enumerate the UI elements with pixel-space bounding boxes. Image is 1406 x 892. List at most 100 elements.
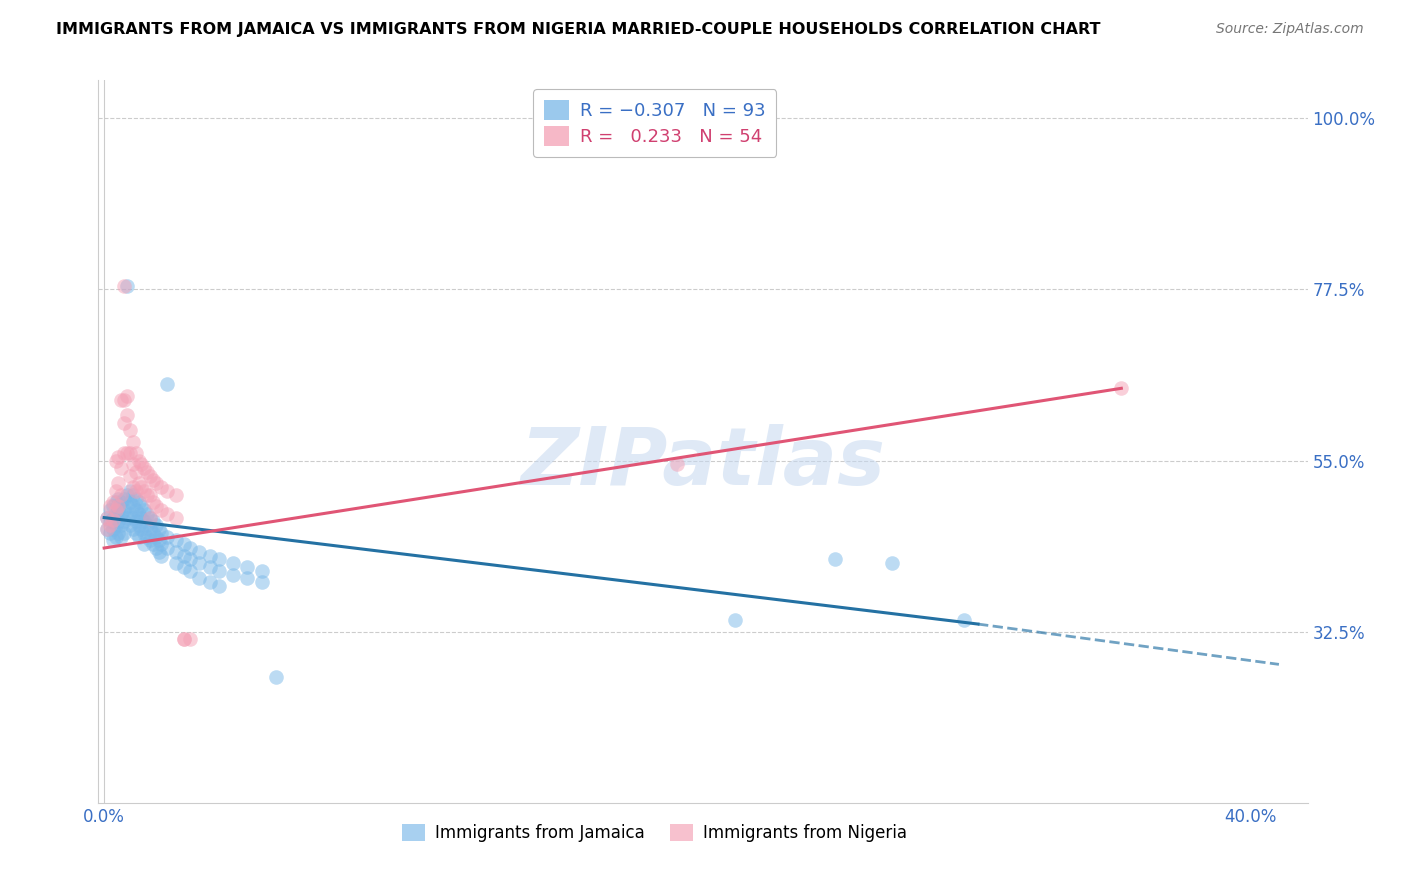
Point (118, 446, 141, 460)
Point (112, 491, 135, 506)
Point (723, 613, 745, 627)
Point (179, 564, 201, 578)
Point (139, 510, 162, 524)
Point (264, 670, 287, 684)
Text: ZIPatlas: ZIPatlas (520, 425, 886, 502)
Point (173, 537, 195, 551)
Point (165, 488, 187, 502)
Point (96, 522, 118, 536)
Point (115, 408, 138, 422)
Point (110, 392, 132, 407)
Point (131, 458, 153, 472)
Point (142, 495, 165, 509)
Point (179, 632, 201, 647)
Point (101, 499, 124, 513)
Point (118, 495, 141, 509)
Point (115, 488, 138, 502)
Point (110, 518, 132, 533)
Point (165, 510, 187, 524)
Point (107, 499, 129, 513)
Point (156, 541, 179, 555)
Point (101, 495, 124, 509)
Point (118, 468, 141, 483)
Point (121, 458, 143, 472)
Point (101, 533, 124, 548)
Point (118, 507, 141, 521)
Point (136, 530, 159, 544)
Point (165, 545, 187, 559)
Point (134, 483, 156, 498)
Point (139, 510, 162, 524)
Point (134, 525, 156, 540)
Point (148, 545, 170, 559)
Point (236, 571, 259, 585)
Point (121, 522, 143, 536)
Point (128, 476, 150, 491)
Point (150, 480, 173, 494)
Point (139, 488, 162, 502)
Point (118, 518, 141, 533)
Point (666, 458, 689, 472)
Point (250, 575, 273, 590)
Point (145, 530, 167, 544)
Point (134, 503, 156, 517)
Point (173, 632, 195, 647)
Point (110, 530, 132, 544)
Text: IMMIGRANTS FROM JAMAICA VS IMMIGRANTS FROM NIGERIA MARRIED-COUPLE HOUSEHOLDS COR: IMMIGRANTS FROM JAMAICA VS IMMIGRANTS FR… (56, 22, 1101, 37)
Point (115, 389, 138, 403)
Point (96, 522, 118, 536)
Point (156, 530, 179, 544)
Point (104, 507, 127, 521)
Point (107, 450, 129, 464)
Point (128, 495, 150, 509)
Point (118, 423, 141, 437)
Point (187, 545, 209, 559)
Point (110, 461, 132, 475)
Point (128, 507, 150, 521)
Point (101, 510, 124, 524)
Point (139, 468, 162, 483)
Point (179, 541, 201, 555)
Point (112, 392, 135, 407)
Point (222, 567, 245, 582)
Point (98, 518, 121, 533)
Point (145, 541, 167, 555)
Point (150, 549, 173, 563)
Point (124, 491, 146, 506)
Point (198, 549, 221, 563)
Point (112, 515, 135, 529)
Legend: Immigrants from Jamaica, Immigrants from Nigeria: Immigrants from Jamaica, Immigrants from… (395, 817, 914, 848)
Point (208, 579, 231, 593)
Point (104, 530, 127, 544)
Point (101, 522, 124, 536)
Point (222, 556, 245, 570)
Point (96, 510, 118, 524)
Point (107, 525, 129, 540)
Point (112, 278, 135, 293)
Point (156, 483, 179, 498)
Point (107, 515, 129, 529)
Point (236, 560, 259, 574)
Point (145, 499, 167, 513)
Point (121, 499, 143, 513)
Point (173, 632, 195, 647)
Point (145, 476, 167, 491)
Point (121, 434, 143, 449)
Point (107, 491, 129, 506)
Point (134, 461, 156, 475)
Point (124, 483, 146, 498)
Point (165, 556, 187, 570)
Point (124, 446, 146, 460)
Point (187, 556, 209, 570)
Point (98, 515, 121, 529)
Point (173, 549, 195, 563)
Point (124, 525, 146, 540)
Point (118, 483, 141, 498)
Point (112, 416, 135, 430)
Point (198, 560, 221, 574)
Point (121, 488, 143, 502)
Point (107, 476, 129, 491)
Point (156, 507, 179, 521)
Point (139, 533, 162, 548)
Point (104, 518, 127, 533)
